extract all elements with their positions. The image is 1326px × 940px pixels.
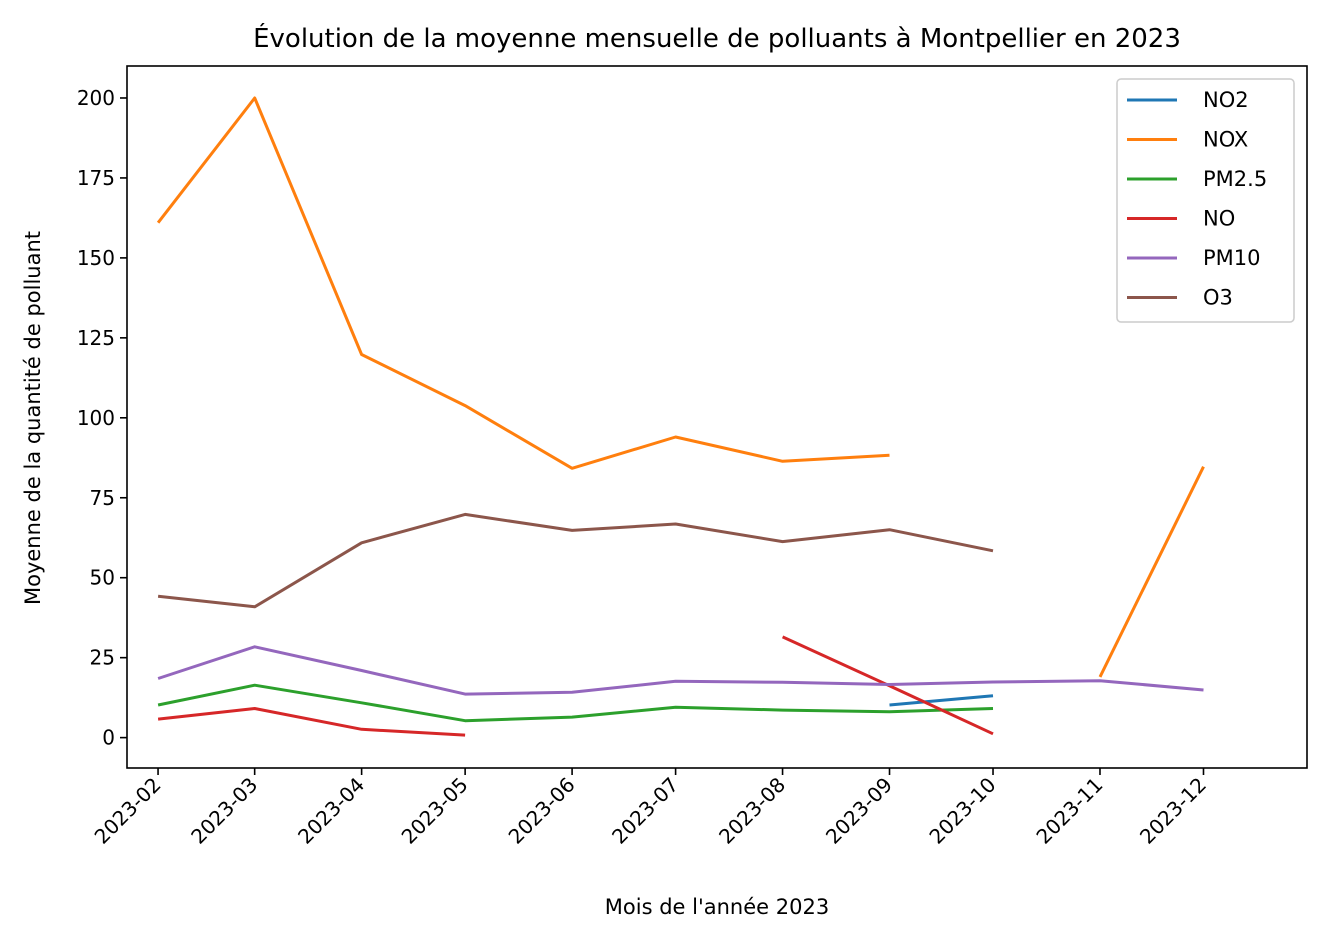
x-tick-label: 2023-02 bbox=[90, 773, 166, 849]
series-line-pm25-segment-1 bbox=[157, 683, 994, 723]
series-line-nox-segment-2 bbox=[1098, 466, 1205, 678]
y-axis: 0 25 50 75 100 125 150 175 200 bbox=[77, 86, 127, 750]
x-tick-label: 2023-03 bbox=[186, 773, 262, 849]
y-tick-label: 175 bbox=[77, 166, 115, 190]
x-tick-label: 2023-05 bbox=[397, 773, 473, 849]
legend-label-o3: O3 bbox=[1203, 286, 1233, 310]
x-tick-label: 2023-12 bbox=[1135, 773, 1211, 849]
legend-label-nox: NOX bbox=[1203, 128, 1248, 152]
y-tick-label: 150 bbox=[77, 246, 115, 270]
legend-label-pm10: PM10 bbox=[1203, 246, 1261, 270]
plot-lines bbox=[156, 96, 1205, 737]
x-tick-label: 2023-08 bbox=[714, 773, 790, 849]
x-tick-label: 2023-06 bbox=[504, 773, 580, 849]
legend: NO2 NOX PM2.5 NO PM10 O3 bbox=[1116, 78, 1295, 323]
series-line-no2-segment-1 bbox=[889, 694, 994, 707]
x-tick-label: 2023-11 bbox=[1031, 773, 1107, 849]
y-tick-label: 50 bbox=[90, 566, 115, 590]
x-tick-label: 2023-10 bbox=[924, 773, 1000, 849]
x-axis-label: Mois de l'année 2023 bbox=[605, 895, 829, 919]
legend-label-no2: NO2 bbox=[1203, 88, 1249, 112]
series-line-no-segment-1 bbox=[157, 707, 466, 737]
x-tick-label: 2023-09 bbox=[821, 773, 897, 849]
legend-label-pm25: PM2.5 bbox=[1203, 167, 1267, 191]
y-tick-label: 200 bbox=[77, 86, 115, 110]
y-tick-label: 25 bbox=[90, 646, 115, 670]
x-tick-label: 2023-07 bbox=[607, 773, 683, 849]
y-tick-label: 0 bbox=[102, 726, 115, 750]
x-tick-label: 2023-04 bbox=[293, 773, 369, 849]
legend-label-no: NO bbox=[1203, 207, 1235, 231]
series-line-nox-segment-1 bbox=[156, 96, 890, 470]
x-axis: 2023-02 2023-03 2023-04 2023-05 2023-06 2023-… bbox=[90, 768, 1211, 849]
y-tick-label: 75 bbox=[90, 486, 115, 510]
y-axis-label: Moyenne de la quantité de polluant bbox=[21, 231, 45, 605]
series-line-o3-segment-1 bbox=[157, 512, 994, 609]
series-line-pm10-segment-1 bbox=[157, 645, 1204, 696]
chart-title: Évolution de la moyenne mensuelle de pol… bbox=[253, 22, 1181, 54]
y-tick-label: 125 bbox=[77, 326, 115, 350]
y-tick-label: 100 bbox=[77, 406, 115, 430]
